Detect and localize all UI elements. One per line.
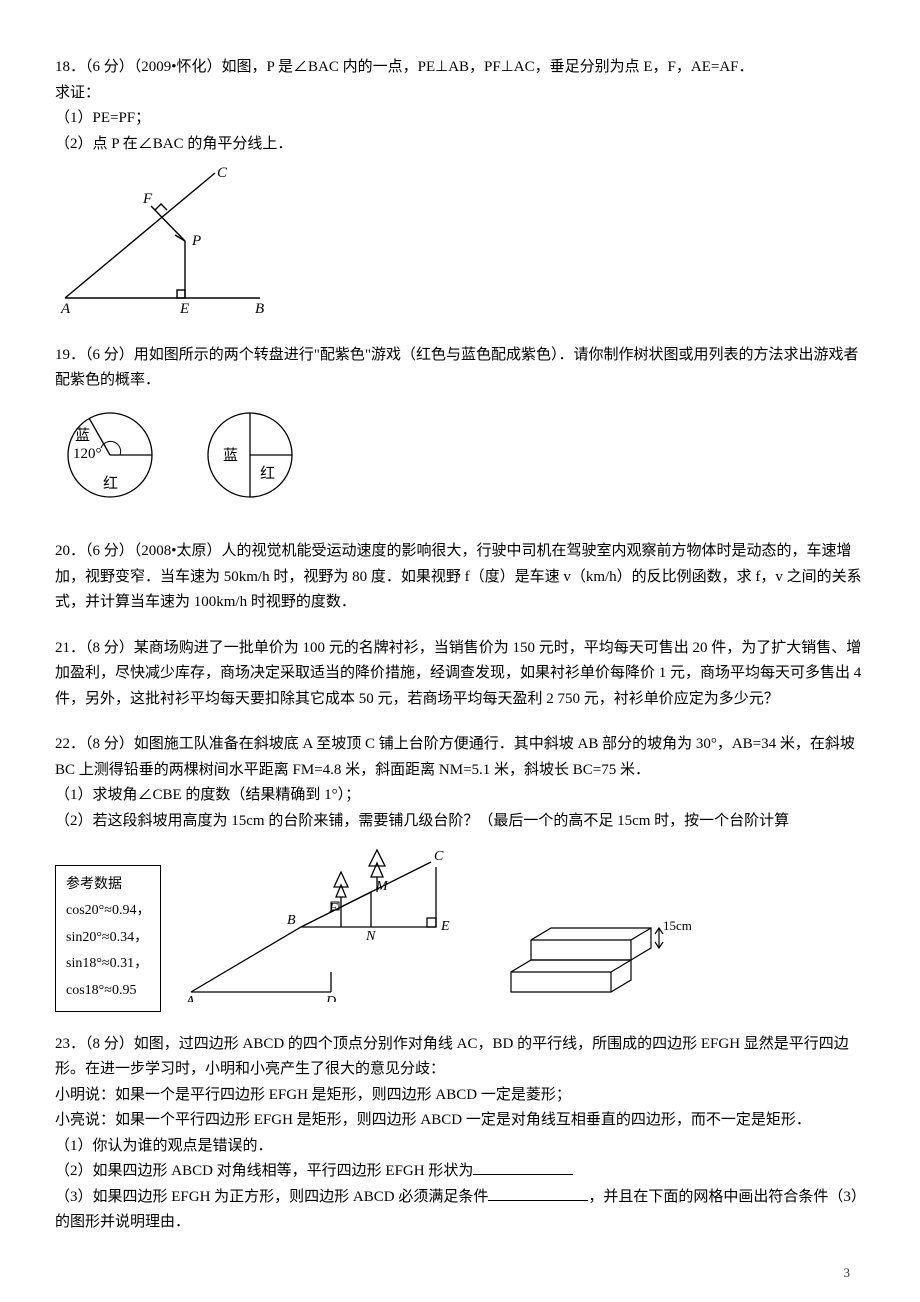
- q18-text-1: 18．（6 分）（2009•怀化）如图，P 是∠BAC 内的一点，PE⊥AB，P…: [55, 55, 865, 81]
- q23-line6: （3）如果四边形 EFGH 为正方形，则四边形 ABCD 必须满足条件，并且在下…: [55, 1185, 865, 1236]
- q22-label-E: E: [440, 919, 450, 934]
- q23-text-2: 小明说：如果一个是平行四边形 EFGH 是矩形，则四边形 ABCD 一定是菱形；: [55, 1083, 865, 1109]
- q23-blank-2: [488, 1186, 588, 1201]
- page-number: 3: [844, 1262, 851, 1284]
- q22-ref-title: 参考数据: [66, 872, 150, 899]
- question-21: 21．（8 分）某商场购进了一批单价为 100 元的名牌衬衫，当销售价为 150…: [55, 636, 865, 713]
- q19-label-blue-2: 蓝: [223, 447, 238, 464]
- q22-text-2: （1）求坡角∠CBE 的度数（结果精确到 1°）；: [55, 783, 865, 809]
- q18-label-C: C: [217, 165, 228, 181]
- q22-ref-l4: cos18°≈0.95: [66, 978, 150, 1005]
- q23-blank-1: [473, 1160, 573, 1175]
- q18-figure: A B C E F P: [55, 163, 865, 323]
- q19-label-red-2: 红: [260, 465, 275, 482]
- question-20: 20．（6 分）（2008•太原）人的视觉机能受运动速度的影响很大，行驶中司机在…: [55, 539, 865, 616]
- q18-text-3: （1）PE=PF；: [55, 106, 865, 132]
- q20-text-1: 20．（6 分）（2008•太原）人的视觉机能受运动速度的影响很大，行驶中司机在…: [55, 539, 865, 616]
- q22-ref-l1: cos20°≈0.94，: [66, 898, 150, 925]
- q22-label-F: F: [328, 901, 338, 916]
- question-18: 18．（6 分）（2009•怀化）如图，P 是∠BAC 内的一点，PE⊥AB，P…: [55, 55, 865, 323]
- q22-figure-row: 参考数据 cos20°≈0.94， sin20°≈0.34， sin18°≈0.…: [55, 842, 865, 1012]
- q21-text-1: 21．（8 分）某商场购进了一批单价为 100 元的名牌衬衫，当销售价为 150…: [55, 636, 865, 713]
- q22-text-3: （2）若这段斜坡用高度为 15cm 的台阶来铺，需要铺几级台阶？（最后一个的高不…: [55, 809, 865, 835]
- q22-step-figure: 15cm: [501, 892, 691, 1012]
- question-19: 19．（6 分）用如图所示的两个转盘进行"配紫色"游戏（红色与蓝色配成紫色）．请…: [55, 343, 865, 520]
- q22-label-step: 15cm: [663, 918, 691, 933]
- q19-label-angle: 120°: [73, 446, 102, 462]
- q19-figure: 蓝 120° 红 蓝 红: [55, 400, 865, 520]
- q18-label-B: B: [255, 301, 264, 313]
- q22-ref-l2: sin20°≈0.34，: [66, 925, 150, 952]
- q23-line5: （2）如果四边形 ABCD 对角线相等，平行四边形 EFGH 形状为: [55, 1159, 865, 1185]
- q22-label-D: D: [325, 994, 336, 1002]
- question-23: 23．（8 分）如图，过四边形 ABCD 的四个顶点分别作对角线 AC，BD 的…: [55, 1032, 865, 1236]
- question-22: 22．（8 分）如图施工队准备在斜坡底 A 至坡顶 C 铺上台阶方便通行．其中斜…: [55, 732, 865, 1012]
- q23-text-1: 23．（8 分）如图，过四边形 ABCD 的四个顶点分别作对角线 AC，BD 的…: [55, 1032, 865, 1083]
- q18-label-P: P: [191, 233, 201, 249]
- q23-text-6a: （3）如果四边形 EFGH 为正方形，则四边形 ABCD 必须满足条件: [55, 1189, 488, 1205]
- q19-label-red-1: 红: [103, 475, 118, 492]
- q18-label-A: A: [60, 301, 71, 313]
- q22-text-1: 22．（8 分）如图施工队准备在斜坡底 A 至坡顶 C 铺上台阶方便通行．其中斜…: [55, 732, 865, 783]
- q22-label-A: A: [185, 994, 195, 1002]
- q22-label-N: N: [365, 929, 376, 944]
- q23-text-5a: （2）如果四边形 ABCD 对角线相等，平行四边形 EFGH 形状为: [55, 1163, 473, 1179]
- q22-label-C: C: [434, 849, 444, 864]
- q23-text-4: （1）你认为谁的观点是错误的．: [55, 1134, 865, 1160]
- q18-label-F: F: [142, 191, 153, 207]
- q22-label-B: B: [287, 913, 296, 928]
- q22-ref-l3: sin18°≈0.31，: [66, 951, 150, 978]
- q23-text-3: 小亮说：如果一个平行四边形 EFGH 是矩形，则四边形 ABCD 一定是对角线互…: [55, 1108, 865, 1134]
- q19-text-1: 19．（6 分）用如图所示的两个转盘进行"配紫色"游戏（红色与蓝色配成紫色）．请…: [55, 343, 865, 394]
- q22-slope-figure: A D B C E F M N: [171, 842, 491, 1012]
- q22-reference-box: 参考数据 cos20°≈0.94， sin20°≈0.34， sin18°≈0.…: [55, 865, 161, 1012]
- q19-label-blue-1: 蓝: [75, 427, 90, 444]
- q18-text-2: 求证：: [55, 81, 865, 107]
- q22-label-M: M: [375, 879, 389, 894]
- q18-label-E: E: [179, 301, 189, 313]
- q18-text-4: （2）点 P 在∠BAC 的角平分线上．: [55, 132, 865, 158]
